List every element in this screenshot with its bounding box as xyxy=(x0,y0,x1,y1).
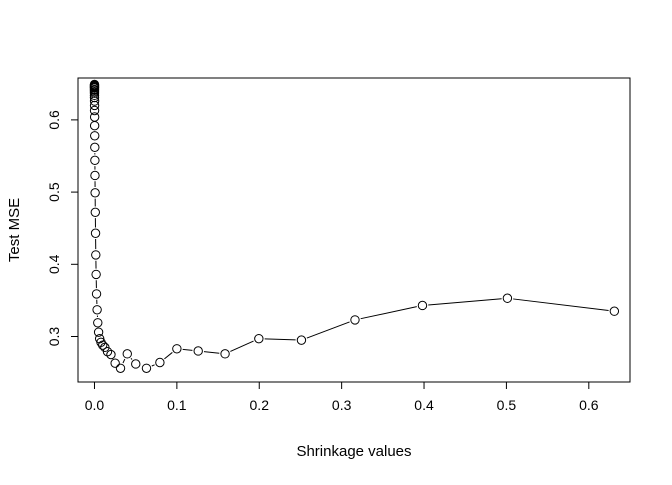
y-tick-label: 0.4 xyxy=(46,254,62,274)
data-point xyxy=(156,358,164,366)
series-segment xyxy=(428,299,501,305)
data-point xyxy=(173,345,181,353)
data-point xyxy=(418,301,426,309)
series-segment xyxy=(307,322,350,338)
data-point xyxy=(503,294,511,302)
y-tick-label: 0.3 xyxy=(46,327,62,347)
x-axis: 0.0 0.1 0.2 0.3 0.4 0.5 0.6 xyxy=(85,382,599,413)
data-point xyxy=(92,290,100,298)
data-point xyxy=(91,208,99,216)
x-tick-label: 0.2 xyxy=(250,397,270,413)
plot-frame xyxy=(78,78,630,382)
y-axis: 0.3 0.4 0.5 0.6 xyxy=(46,110,78,346)
series-segment xyxy=(361,307,417,319)
x-axis-title: Shrinkage values xyxy=(296,443,411,460)
series-segment xyxy=(513,299,608,311)
data-point xyxy=(90,113,98,121)
series-line-group xyxy=(95,153,609,366)
y-tick-label: 0.6 xyxy=(46,110,62,130)
data-point xyxy=(351,316,359,324)
x-tick-label: 0.6 xyxy=(579,397,599,413)
data-point xyxy=(90,121,98,129)
data-point xyxy=(92,251,100,259)
series-segment xyxy=(152,365,155,366)
series-segment xyxy=(204,352,219,354)
series-segment xyxy=(183,349,193,350)
data-point xyxy=(92,270,100,278)
x-tick-label: 0.3 xyxy=(332,397,352,413)
data-point xyxy=(297,336,305,344)
y-axis-title: Test MSE xyxy=(6,198,23,262)
data-point xyxy=(610,307,618,315)
x-tick-label: 0.1 xyxy=(167,397,187,413)
data-point xyxy=(111,359,119,367)
data-point xyxy=(94,319,102,327)
series-segment xyxy=(164,352,172,358)
data-point xyxy=(93,306,101,314)
x-tick-label: 0.0 xyxy=(85,397,105,413)
series-points-group xyxy=(90,80,618,372)
series-segment xyxy=(131,358,132,359)
data-point xyxy=(91,229,99,237)
data-point xyxy=(91,143,99,151)
x-tick-label: 0.5 xyxy=(497,397,517,413)
series-segment xyxy=(265,339,296,340)
data-point xyxy=(142,364,150,372)
data-point xyxy=(123,350,131,358)
y-tick-label: 0.5 xyxy=(46,182,62,202)
data-point xyxy=(116,364,124,372)
data-point xyxy=(91,189,99,197)
x-tick-label: 0.4 xyxy=(414,397,434,413)
series-segment xyxy=(123,359,125,363)
series-segment xyxy=(230,341,253,351)
data-point xyxy=(91,132,99,140)
data-point xyxy=(91,156,99,164)
data-point xyxy=(132,360,140,368)
data-point xyxy=(255,334,263,342)
data-point xyxy=(91,171,99,179)
data-point xyxy=(221,350,229,358)
data-point xyxy=(194,347,202,355)
